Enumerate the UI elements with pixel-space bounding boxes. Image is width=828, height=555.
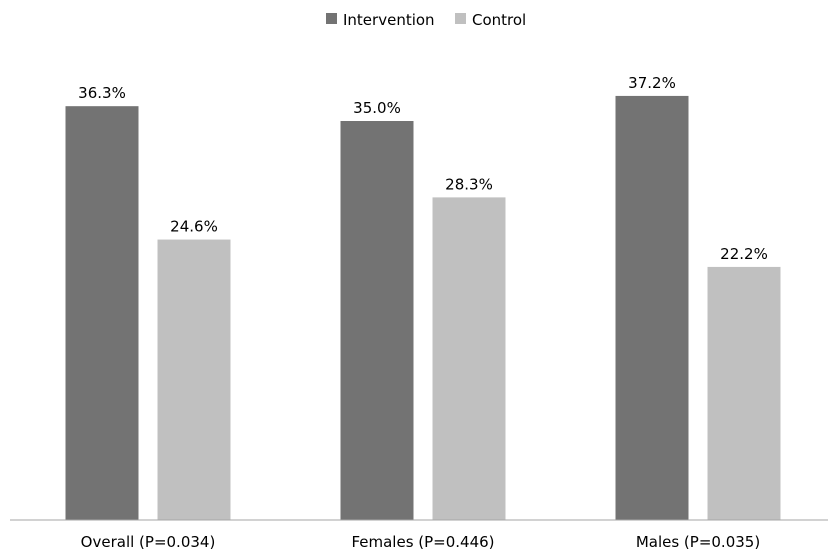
legend-label-intervention: Intervention [343, 11, 435, 29]
bar-control-1 [432, 197, 506, 520]
legend-label-control: Control [472, 11, 526, 29]
data-label-control-1: 28.3% [445, 175, 493, 193]
data-labels-group: 36.3% 24.6% 35.0% 28.3% 37.2% 22.2% [78, 74, 768, 263]
bar-intervention-2 [615, 95, 689, 521]
data-label-intervention-1: 35.0% [353, 99, 401, 117]
data-label-control-0: 24.6% [170, 218, 218, 236]
bar-intervention-1 [340, 121, 414, 520]
data-label-control-2: 22.2% [720, 245, 768, 263]
chart-legend: Intervention Control [326, 11, 526, 29]
x-tick-label-1: Females (P=0.446) [351, 533, 494, 551]
x-tick-label-2: Males (P=0.035) [636, 533, 760, 551]
legend-swatch-intervention [326, 13, 337, 24]
x-tick-label-0: Overall (P=0.034) [81, 533, 216, 551]
legend-swatch-control [455, 13, 466, 24]
data-label-intervention-2: 37.2% [628, 74, 676, 92]
bar-control-0 [157, 239, 231, 520]
data-label-intervention-0: 36.3% [78, 84, 126, 102]
bars-group [65, 95, 781, 521]
bar-control-2 [707, 266, 781, 520]
x-tick-labels: Overall (P=0.034) Females (P=0.446) Males … [81, 533, 761, 551]
bar-intervention-0 [65, 106, 139, 521]
